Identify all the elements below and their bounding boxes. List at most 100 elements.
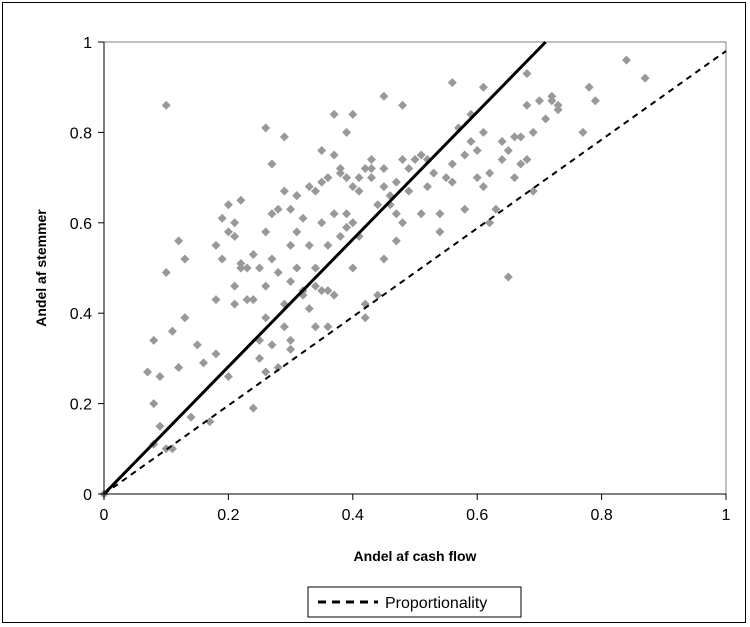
data-point (242, 295, 252, 305)
data-point (317, 145, 327, 155)
data-point (211, 295, 221, 305)
data-point (491, 204, 501, 214)
data-point (410, 155, 420, 165)
data-point (248, 249, 258, 259)
data-point (174, 362, 184, 372)
data-point (354, 186, 364, 196)
data-point (329, 209, 339, 219)
data-point (267, 159, 277, 169)
data-point (223, 200, 233, 210)
axes: 0 0.2 0.4 0.6 0.8 1 0 0.2 0.4 0.6 0.8 1 (70, 35, 731, 524)
data-point (528, 127, 538, 137)
x-tick-label: 0.4 (342, 507, 364, 524)
data-point (342, 173, 352, 183)
data-point (217, 254, 227, 264)
data-point (317, 177, 327, 187)
data-point (429, 168, 439, 178)
data-point (255, 353, 264, 363)
data-point (516, 159, 526, 169)
data-point (460, 150, 470, 160)
data-point (441, 173, 451, 183)
data-point (323, 240, 333, 250)
data-point (286, 204, 296, 214)
x-tick-label: 0.2 (217, 507, 239, 524)
data-point (497, 136, 507, 146)
data-point (472, 173, 482, 183)
chart-lines (102, 40, 727, 496)
data-point (404, 164, 414, 174)
data-point (180, 254, 190, 264)
data-point (279, 186, 289, 196)
data-point (149, 399, 159, 409)
data-point (261, 123, 271, 133)
data-point (335, 168, 345, 178)
data-point (329, 150, 339, 160)
data-point (211, 349, 221, 359)
data-point (398, 218, 408, 228)
legend-box (307, 586, 522, 618)
data-point (547, 91, 557, 101)
data-point (317, 286, 327, 296)
y-axis-label: Andel af stemmer (33, 209, 49, 327)
data-point (292, 263, 302, 273)
data-point (205, 417, 215, 427)
data-point (342, 209, 352, 219)
data-point (279, 322, 289, 332)
data-point (310, 186, 320, 196)
data-point (379, 91, 389, 101)
data-point (503, 145, 513, 155)
data-point (267, 254, 277, 264)
x-axis-label: Andel af cash flow (354, 548, 477, 564)
data-point (310, 263, 320, 273)
data-point (416, 209, 426, 219)
data-point (522, 155, 532, 165)
data-point (273, 204, 283, 214)
data-point (391, 209, 401, 219)
data-point (590, 96, 600, 106)
data-point (323, 322, 333, 332)
data-point (161, 444, 171, 454)
x-tick-label: 0.8 (590, 507, 612, 524)
data-point (522, 100, 532, 110)
data-point (348, 109, 358, 119)
data-point (360, 313, 370, 323)
data-point (447, 78, 457, 88)
data-point (304, 304, 314, 314)
data-point (578, 127, 588, 137)
data-point (223, 227, 233, 237)
data-point (335, 164, 345, 174)
data-point (155, 421, 165, 431)
data-point (422, 182, 432, 192)
y-tick-label: 0.6 (70, 216, 92, 233)
data-point (391, 177, 401, 187)
data-point (223, 371, 233, 381)
data-point (292, 191, 302, 201)
data-point (478, 127, 488, 137)
data-point (335, 231, 345, 241)
data-point (248, 403, 258, 413)
data-point (310, 322, 320, 332)
data-point (478, 182, 488, 192)
data-point (398, 155, 408, 165)
legend: Proportionality (307, 586, 522, 618)
data-point (304, 240, 314, 250)
data-point (366, 164, 376, 174)
x-tick-label: 1 (722, 507, 731, 524)
data-point (230, 281, 240, 291)
data-point (354, 173, 364, 183)
data-point (267, 340, 277, 350)
data-point (435, 209, 445, 219)
data-point (230, 218, 240, 228)
data-point (404, 186, 414, 196)
data-point (273, 268, 283, 278)
data-point (497, 155, 507, 165)
data-point (485, 218, 495, 228)
x-tick-label: 0.6 (466, 507, 488, 524)
data-point (522, 69, 532, 79)
data-point (310, 281, 320, 291)
data-point (161, 268, 171, 278)
y-tick-label: 0 (83, 487, 92, 504)
data-point (279, 132, 289, 142)
data-point (273, 362, 283, 372)
data-point (292, 227, 302, 237)
